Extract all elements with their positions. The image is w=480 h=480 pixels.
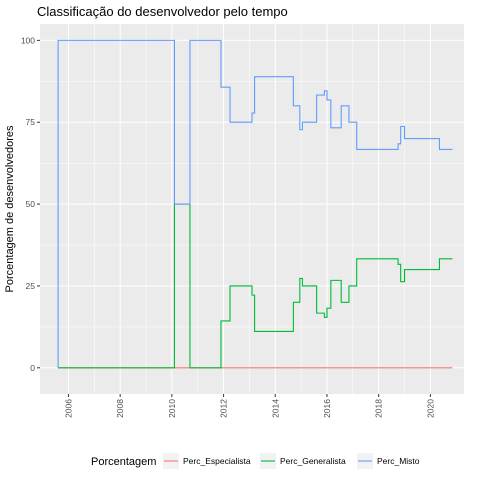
legend: Porcentagem Perc_Especialista Perc_Genera…: [91, 453, 420, 469]
legend-title: Porcentagem: [91, 456, 156, 468]
y-tick-label: 100: [21, 35, 35, 45]
major-gridlines: [40, 24, 464, 394]
x-tick-label: 2020: [425, 399, 435, 418]
series-line-perc-misto: [57, 39, 453, 368]
x-tick-label: 2006: [63, 399, 73, 418]
x-tick-label: 2014: [270, 399, 280, 418]
series-line-perc-generalista: [58, 203, 453, 369]
series-lines: [57, 39, 453, 369]
x-axis: 2006 2008 2010 2012 2014 2016 2018 2020: [63, 394, 435, 418]
plot-panel: [40, 24, 464, 394]
x-tick-label: 2016: [322, 399, 332, 418]
x-tick-label: 2018: [374, 399, 384, 418]
x-tick-label: 2008: [115, 399, 125, 418]
minor-gridlines: [40, 24, 464, 394]
y-axis: 0 25 50 75 100: [21, 35, 40, 373]
chart-title: Classificação do desenvolvedor pelo temp…: [37, 4, 288, 19]
y-tick-label: 75: [26, 117, 36, 127]
x-tick-label: 2012: [219, 399, 229, 418]
y-axis-label: Porcentagem de desenvolvedores: [4, 125, 16, 292]
x-tick-label: 2010: [167, 399, 177, 418]
legend-label: Perc_Generalista: [280, 456, 346, 466]
y-tick-label: 0: [30, 363, 35, 373]
legend-label: Perc_Especialista: [183, 456, 251, 466]
y-tick-label: 50: [26, 199, 36, 209]
legend-label: Perc_Misto: [377, 456, 420, 466]
y-tick-label: 25: [26, 281, 36, 291]
